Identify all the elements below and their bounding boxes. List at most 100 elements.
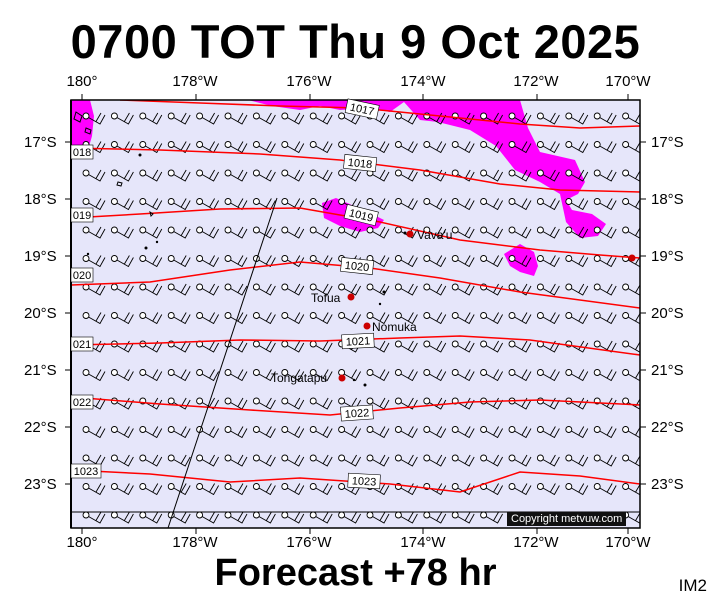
wind-barb — [451, 255, 475, 268]
wind-barb — [593, 226, 617, 239]
wind-barb — [167, 283, 191, 296]
wind-barb — [252, 454, 276, 467]
wind-barb — [536, 340, 560, 353]
wind-barb — [536, 141, 560, 154]
wind-barb — [224, 141, 248, 154]
wind-barb — [82, 283, 106, 296]
wind-barb — [366, 511, 390, 524]
isobar-label-left-018: 018 — [73, 147, 91, 159]
wind-barb — [167, 426, 191, 439]
isobar-label-1018: 1018 — [347, 157, 373, 171]
wind-barb — [309, 255, 333, 268]
wind-barb — [252, 169, 276, 182]
wind-barb — [536, 454, 560, 467]
wind-barb — [167, 141, 191, 154]
wind-barb — [110, 112, 134, 125]
wind-barb — [252, 226, 276, 239]
wind-barb — [480, 198, 503, 211]
map-ticks — [65, 94, 646, 534]
wind-barb — [394, 312, 418, 325]
wind-barb — [508, 169, 532, 182]
wind-barb — [281, 283, 305, 296]
wind-barb — [593, 283, 617, 296]
lon-label-top-174w: 174°W — [400, 73, 446, 90]
wind-barb — [196, 397, 219, 410]
wind-barb — [508, 198, 532, 211]
wind-barb — [196, 483, 219, 496]
wind-barb — [480, 426, 503, 439]
wind-barb — [281, 226, 305, 239]
wind-barb — [110, 255, 134, 268]
wind-barb — [366, 226, 390, 239]
wind-barb — [593, 369, 617, 382]
wind-barb — [281, 369, 305, 382]
wind-barb — [224, 226, 248, 239]
wind-barb — [309, 112, 333, 125]
wind-barb — [593, 340, 617, 353]
wind-barb — [508, 226, 532, 239]
wind-barb — [423, 511, 447, 524]
wind-barb — [281, 198, 305, 211]
marker-vavau — [406, 230, 414, 238]
rain-area-north — [248, 100, 606, 238]
wind-barb — [196, 312, 219, 325]
lat-label-left-17s: 17°S — [24, 134, 57, 151]
place-label-nomuka: Nomuka — [372, 320, 417, 334]
wind-barb — [338, 141, 361, 154]
wind-barb — [423, 454, 447, 467]
wind-barb — [593, 169, 617, 182]
wind-barb — [309, 483, 333, 496]
wind-barb — [565, 169, 589, 182]
wind-barb — [309, 283, 333, 296]
wind-barb — [309, 141, 333, 154]
wind-barb — [423, 426, 447, 439]
isobar-label-left-1023: 1023 — [74, 466, 98, 478]
wind-barb — [593, 112, 617, 125]
track-line — [167, 197, 278, 528]
wind-barb — [309, 226, 333, 239]
wind-barb — [196, 169, 219, 182]
isobar-label-left-022: 022 — [73, 397, 91, 409]
wind-barb — [252, 426, 276, 439]
wind-barb — [196, 255, 219, 268]
lat-label-left-19s: 19°S — [24, 248, 57, 265]
wind-barb — [536, 283, 560, 296]
wind-barb — [82, 369, 106, 382]
lat-label-left-18s: 18°S — [24, 191, 57, 208]
wind-barb — [480, 226, 503, 239]
wind-barb — [167, 255, 191, 268]
lon-label-bottom-176w: 176°W — [286, 534, 332, 551]
wind-barb — [110, 511, 134, 524]
wind-barb — [423, 283, 447, 296]
lat-label-right-17s: 17°S — [651, 134, 684, 151]
isobar-label-1022: 1022 — [344, 407, 369, 421]
wind-barb — [508, 141, 532, 154]
fiji-islands — [73, 111, 154, 217]
wind-barb — [252, 340, 276, 353]
wind-barb — [366, 283, 390, 296]
wind-barb — [281, 169, 305, 182]
lon-label-bottom-178w: 178°W — [172, 534, 218, 551]
wind-barb — [536, 198, 560, 211]
lon-label-top-178w: 178°W — [172, 73, 218, 90]
wind-barb — [394, 369, 418, 382]
wind-barb — [338, 426, 361, 439]
wind-barb — [224, 369, 248, 382]
wind-barb — [451, 340, 475, 353]
lat-label-right-23s: 23°S — [651, 476, 684, 493]
wind-barb — [338, 283, 361, 296]
wind-barb — [394, 255, 418, 268]
wind-barbs — [82, 112, 640, 524]
wind-barb — [110, 426, 134, 439]
lon-label-top-180: 180° — [66, 73, 98, 90]
wind-barb — [536, 369, 560, 382]
place-label-vavau: Vava'u — [417, 228, 452, 242]
wind-barb — [196, 112, 219, 125]
wind-barb — [110, 369, 134, 382]
wind-barb — [423, 198, 447, 211]
lat-label-left-21s: 21°S — [24, 362, 57, 379]
wind-barb — [480, 312, 503, 325]
wind-barb — [224, 198, 248, 211]
wind-barb — [394, 483, 418, 496]
